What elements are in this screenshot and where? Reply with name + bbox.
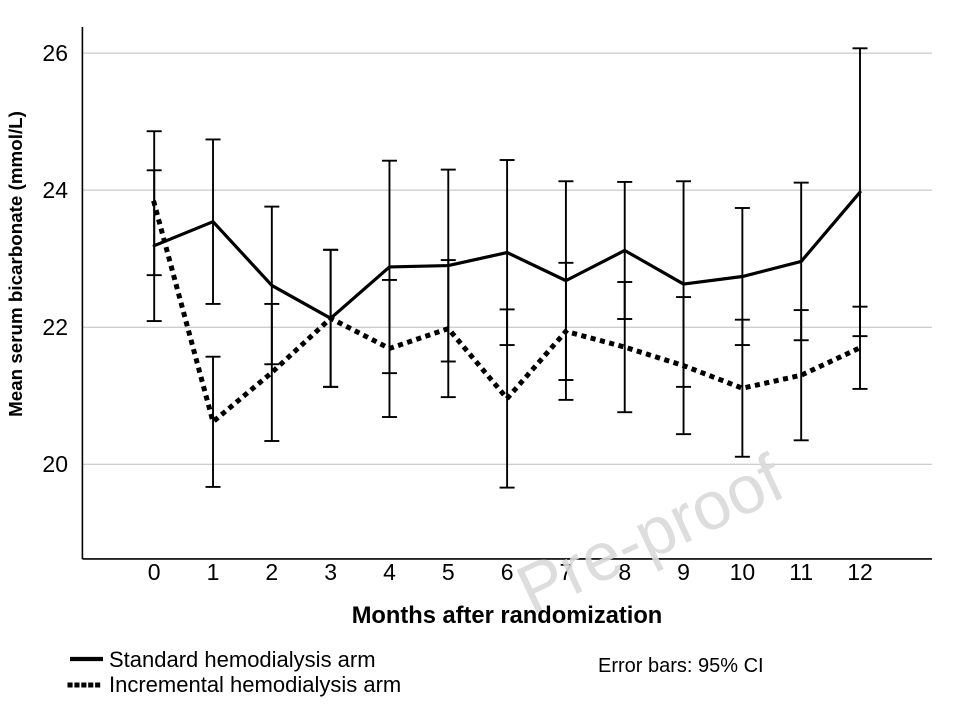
svg-text:22: 22 — [42, 314, 68, 340]
svg-text:2: 2 — [265, 559, 278, 585]
svg-text:Mean serum bicarbonate (mmol/L: Mean serum bicarbonate (mmol/L) — [5, 111, 26, 417]
svg-text:12: 12 — [847, 559, 873, 585]
svg-text:Standard hemodialysis arm: Standard hemodialysis arm — [109, 647, 376, 672]
svg-text:Pre-proof: Pre-proof — [506, 440, 795, 629]
svg-text:1: 1 — [207, 559, 220, 585]
svg-text:11: 11 — [789, 559, 813, 585]
svg-text:5: 5 — [442, 559, 455, 585]
svg-text:Error bars: 95% CI: Error bars: 95% CI — [598, 655, 764, 677]
svg-text:24: 24 — [42, 177, 68, 203]
svg-text:9: 9 — [677, 559, 690, 585]
svg-text:10: 10 — [730, 559, 756, 585]
svg-text:Incremental hemodialysis arm: Incremental hemodialysis arm — [109, 672, 401, 697]
svg-text:Months after randomization: Months after randomization — [352, 603, 663, 629]
svg-text:0: 0 — [148, 559, 161, 585]
svg-text:3: 3 — [324, 559, 337, 585]
svg-text:26: 26 — [42, 40, 68, 66]
svg-text:4: 4 — [383, 559, 396, 585]
svg-text:20: 20 — [42, 451, 68, 477]
